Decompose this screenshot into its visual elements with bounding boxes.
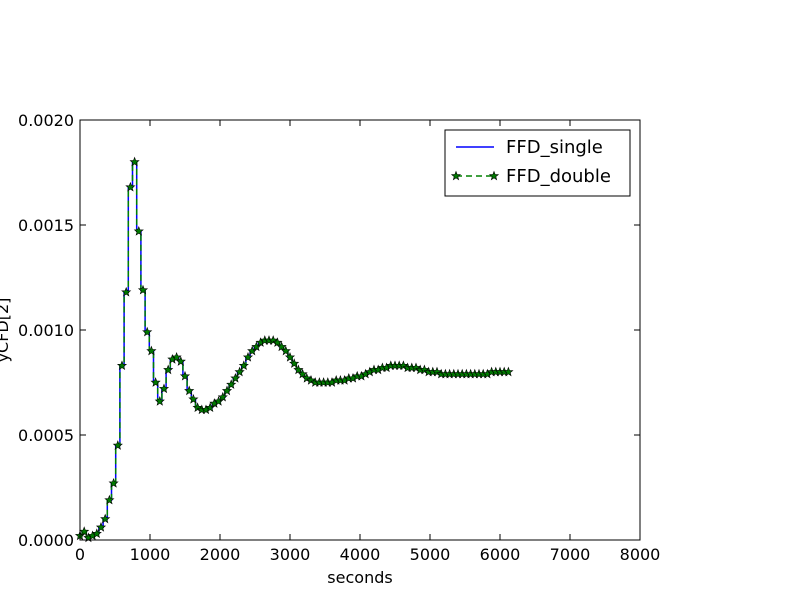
- x-tick-label: 5000: [410, 545, 451, 564]
- series-point-star: [217, 391, 228, 402]
- x-axis-title: seconds: [327, 568, 392, 587]
- y-tick-label: 0.0020: [18, 111, 74, 130]
- series-point-star: [154, 396, 165, 406]
- series-point-star: [179, 370, 191, 381]
- series-layer: [74, 156, 514, 543]
- x-tick-label: 6000: [480, 545, 521, 564]
- series-point-star: [79, 526, 90, 536]
- legend: FFD_single FFD_double: [444, 129, 631, 197]
- x-tick-label: 1000: [130, 545, 171, 564]
- x-tick-label: 7000: [550, 545, 591, 564]
- x-tick-label: 4000: [340, 545, 381, 564]
- series-point-star: [431, 366, 443, 377]
- series-point-star: [297, 368, 308, 379]
- series-point-star: [230, 372, 241, 383]
- series-point-star: [301, 372, 312, 383]
- series-point-star: [268, 335, 279, 345]
- series-point-star: [91, 528, 102, 539]
- series-point-star: [293, 364, 304, 375]
- series-point-star: [192, 402, 203, 413]
- series-point-star: [146, 345, 157, 356]
- series-point-star: [104, 494, 115, 505]
- series-point-star: [305, 375, 317, 385]
- series-point-star: [410, 362, 422, 373]
- series-point-star: [284, 351, 296, 362]
- series-point-star: [142, 326, 153, 337]
- series-point-star: [242, 351, 254, 362]
- y-tick-label: 0.0005: [18, 426, 74, 445]
- series-point-star: [100, 513, 111, 524]
- series-point-star: [95, 522, 107, 532]
- series-point-star: [150, 377, 161, 387]
- series-point-star: [171, 351, 182, 362]
- legend-label: FFD_single: [506, 137, 603, 158]
- legend-label: FFD_double: [506, 166, 611, 187]
- series-point-star: [184, 385, 195, 396]
- x-tick-label: 8000: [620, 545, 661, 564]
- series-point-star: [121, 286, 132, 297]
- x-axis: 0 1000 2000 3000 4000 5000 6000 7000 8000: [75, 120, 660, 564]
- y-axis: 0.0000 0.0005 0.0010 0.0015 0.0020: [18, 111, 640, 550]
- x-tick-label: 3000: [270, 545, 311, 564]
- series-point-star: [226, 379, 237, 389]
- y-tick-label: 0.0000: [18, 531, 74, 550]
- y-axis-title: yCFD[2]: [0, 298, 12, 363]
- x-tick-label: 0: [75, 545, 85, 564]
- series-point-star: [129, 156, 140, 167]
- series-point-star: [112, 440, 123, 450]
- series-point-star: [133, 225, 144, 236]
- series-point-star: [125, 181, 136, 192]
- series-point-star: [163, 364, 174, 375]
- legend-marker-star: [488, 170, 500, 181]
- series-point-star: [276, 341, 287, 352]
- series-point-star: [188, 393, 199, 404]
- series-point-star: [280, 345, 291, 356]
- y-tick-label: 0.0015: [18, 216, 74, 235]
- series-point-star: [289, 358, 300, 368]
- x-tick-label: 2000: [200, 545, 241, 564]
- legend-marker-star: [450, 170, 462, 181]
- series-point-star: [234, 366, 245, 377]
- series-point-star: [137, 284, 149, 295]
- series-point-star: [108, 477, 119, 488]
- series-point-star: [175, 356, 186, 366]
- series-point-star: [272, 337, 283, 347]
- series-point-star: [158, 383, 170, 394]
- series-point-star: [419, 364, 430, 375]
- series-point-star: [503, 366, 514, 377]
- y-tick-label: 0.0010: [18, 321, 74, 340]
- series-point-star: [116, 360, 128, 371]
- series-point-star: [238, 360, 249, 371]
- legend-box: [444, 129, 631, 197]
- series-point-star: [398, 360, 409, 371]
- series-point-star: [221, 385, 233, 396]
